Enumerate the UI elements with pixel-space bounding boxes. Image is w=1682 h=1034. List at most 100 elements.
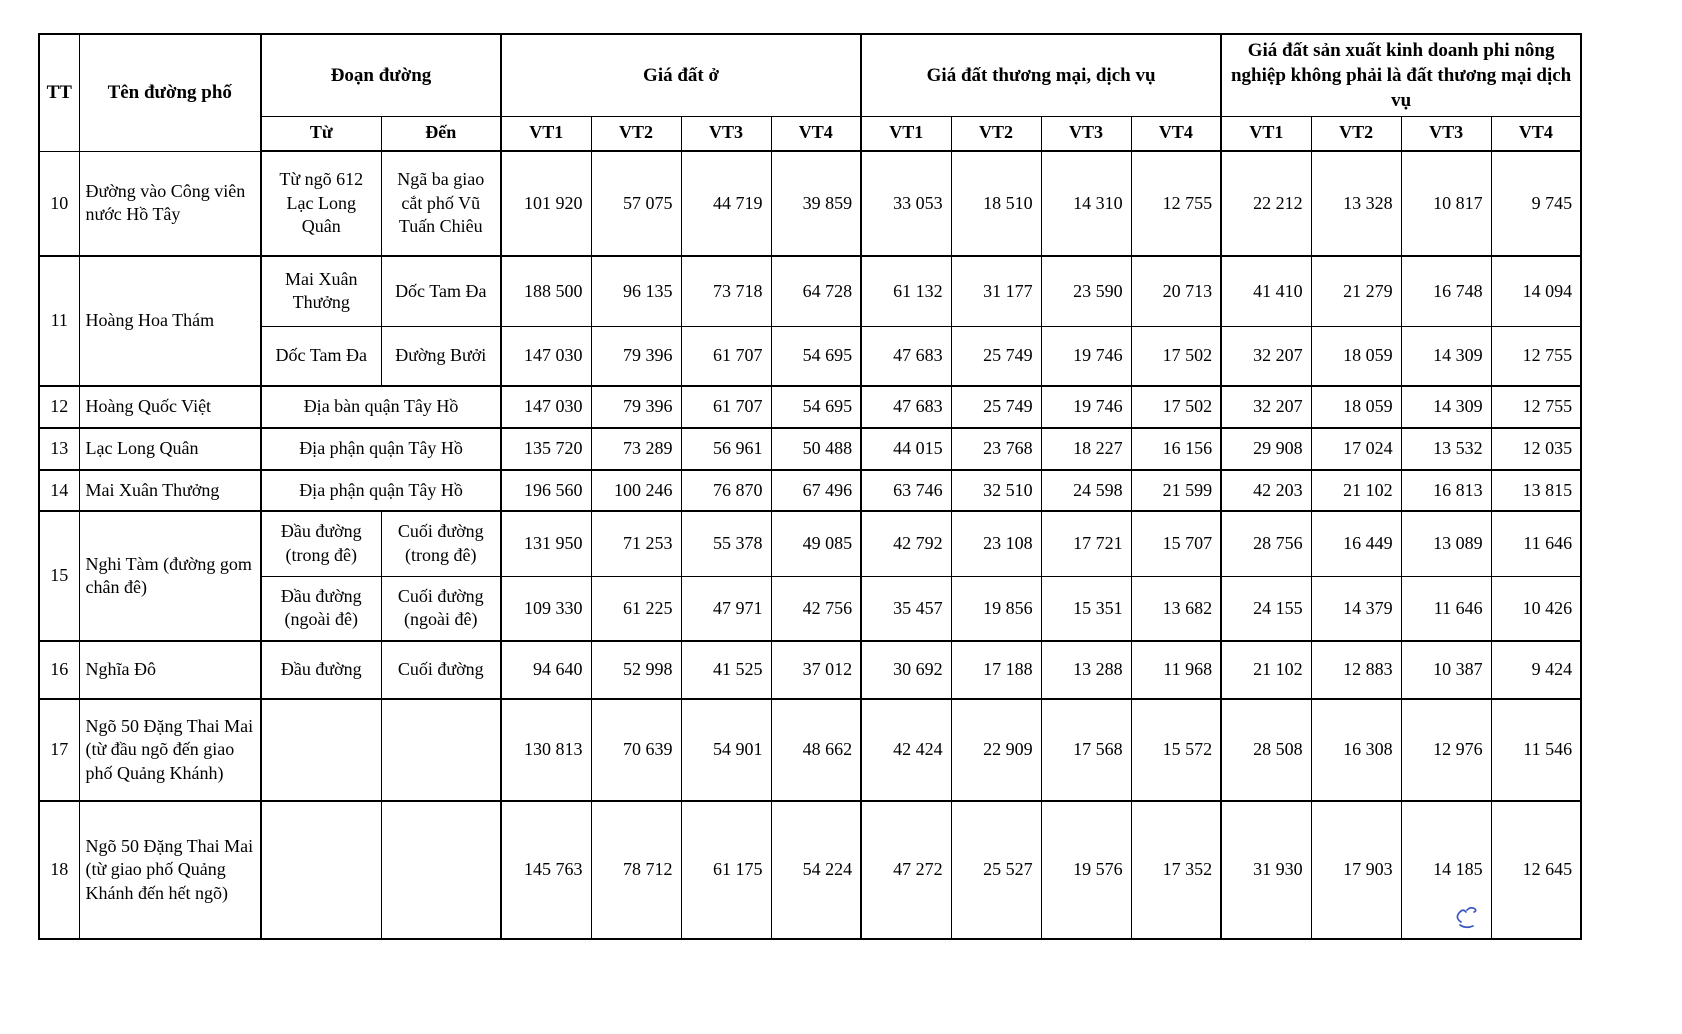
table-row: 16 Nghĩa Đô Đầu đường Cuối đường 94 640 52 99… xyxy=(38,640,1582,700)
price-value-cell: 13 089 xyxy=(1400,510,1492,577)
price-value-cell: 42 203 xyxy=(1220,469,1312,512)
price-value-cell: 14 185 xyxy=(1400,800,1492,940)
price-value-cell: 28 756 xyxy=(1220,510,1312,577)
ink-annotation-icon xyxy=(1456,906,1477,929)
price-value-cell: 13 532 xyxy=(1400,427,1492,471)
price-value-cell: 50 488 xyxy=(770,427,862,471)
price-value-cell: 54 224 xyxy=(770,800,862,940)
price-value-cell: 42 756 xyxy=(770,575,862,642)
segment-from-cell: Đầu đường xyxy=(260,640,382,700)
price-value-cell: 79 396 xyxy=(590,385,682,429)
price-value-cell: 57 075 xyxy=(590,150,682,257)
price-value-cell: 71 253 xyxy=(590,510,682,577)
price-value-cell: 47 272 xyxy=(860,800,952,940)
col-header-vt2: VT2 xyxy=(950,115,1042,152)
price-value-cell: 22 212 xyxy=(1220,150,1312,257)
street-name-cell: Lạc Long Quân xyxy=(78,427,262,471)
price-value-cell: 12 755 xyxy=(1490,385,1582,429)
price-value-cell: 24 155 xyxy=(1220,575,1312,642)
price-value-cell: 12 883 xyxy=(1310,640,1402,700)
price-value-cell: 19 746 xyxy=(1040,385,1132,429)
price-value-cell: 28 508 xyxy=(1220,698,1312,802)
price-value-cell: 47 971 xyxy=(680,575,772,642)
price-value-cell: 29 908 xyxy=(1220,427,1312,471)
segment-from-cell xyxy=(260,698,382,802)
street-name-cell: Hoàng Quốc Việt xyxy=(78,385,262,429)
price-value-cell: 16 449 xyxy=(1310,510,1402,577)
segment-merged-cell: Địa bàn quận Tây Hồ xyxy=(259,385,502,429)
table-row: 15 Nghi Tàm (đường gom chân đê) Đầu đường … xyxy=(38,510,1582,642)
price-value-cell: 135 720 xyxy=(500,427,592,471)
segment-to-cell: Ngã ba giao cắt phố Vũ Tuấn Chiêu xyxy=(380,150,502,257)
row-number-cell: 12 xyxy=(38,385,80,429)
segment-to-cell: Cuối đường (trong đê) xyxy=(380,510,502,577)
price-value-cell: 25 749 xyxy=(950,325,1042,387)
price-value-cell: 19 856 xyxy=(950,575,1042,642)
street-name-cell: Nghĩa Đô xyxy=(78,640,262,700)
table-row: 13 Lạc Long Quân Địa phận quận Tây Hồ 135 7… xyxy=(38,427,1582,471)
price-value-cell: 101 920 xyxy=(500,150,592,257)
price-value-cell: 15 572 xyxy=(1130,698,1222,802)
price-value-cell: 73 289 xyxy=(590,427,682,471)
col-header-vt1: VT1 xyxy=(860,115,952,152)
price-value-cell: 44 015 xyxy=(860,427,952,471)
price-value-cell: 63 746 xyxy=(860,469,952,512)
table-row: 18 Ngõ 50 Đặng Thai Mai (từ giao phố Quản… xyxy=(38,800,1582,940)
price-value-cell: 17 188 xyxy=(950,640,1042,700)
price-value-cell: 41 525 xyxy=(680,640,772,700)
street-name-cell: Ngõ 50 Đặng Thai Mai (từ đầu ngõ đến gia… xyxy=(78,698,262,802)
price-value-cell: 17 568 xyxy=(1040,698,1132,802)
price-value-cell: 55 378 xyxy=(680,510,772,577)
price-value-cell: 21 102 xyxy=(1220,640,1312,700)
row-number-cell: 18 xyxy=(38,800,80,940)
price-value-cell: 18 227 xyxy=(1040,427,1132,471)
col-header-vt3: VT3 xyxy=(680,115,772,152)
price-value-cell: 14 309 xyxy=(1400,325,1492,387)
price-value-cell: 32 207 xyxy=(1220,325,1312,387)
price-value-cell: 16 813 xyxy=(1400,469,1492,512)
segment-to-cell xyxy=(380,800,502,940)
table-row: 10 Đường vào Công viên nước Hồ Tây Từ ngõ … xyxy=(38,150,1582,257)
segment-merged-cell: Địa phận quận Tây Hồ xyxy=(259,427,502,471)
price-value-cell: 17 903 xyxy=(1310,800,1402,940)
price-value-cell: 23 768 xyxy=(950,427,1042,471)
price-value-cell: 13 288 xyxy=(1040,640,1132,700)
price-value-cell: 147 030 xyxy=(500,325,592,387)
table-row: 12 Hoàng Quốc Việt Địa bàn quận Tây Hồ 147 … xyxy=(38,385,1582,429)
table-row: 17 Ngõ 50 Đặng Thai Mai (từ đầu ngõ đến g… xyxy=(38,698,1582,802)
col-header-vt1: VT1 xyxy=(500,115,592,152)
segment-from-cell: Mai Xuân Thưởng xyxy=(260,255,382,327)
row-number-cell: 11 xyxy=(38,255,80,387)
table-row: 11 Hoàng Hoa Thám Mai Xuân Thưởng Dốc Tam Đ… xyxy=(38,255,1582,387)
price-value-cell: 25 527 xyxy=(950,800,1042,940)
col-header-vt4: VT4 xyxy=(1130,115,1222,152)
col-header-street: Tên đường phố xyxy=(78,33,262,152)
price-value-cell: 11 646 xyxy=(1400,575,1492,642)
col-header-vt4: VT4 xyxy=(1490,115,1582,152)
price-value-cell: 61 707 xyxy=(680,385,772,429)
price-value-cell: 56 961 xyxy=(680,427,772,471)
price-value-cell: 33 053 xyxy=(860,150,952,257)
table-body: 10 Đường vào Công viên nước Hồ Tây Từ ngõ … xyxy=(38,150,1582,940)
price-value-cell: 30 692 xyxy=(860,640,952,700)
price-value-cell: 17 502 xyxy=(1130,325,1222,387)
street-name-cell: Nghi Tàm (đường gom chân đê) xyxy=(78,510,262,642)
price-value-cell: 12 645 xyxy=(1490,800,1582,940)
segment-to-cell: Cuối đường (ngoài đê) xyxy=(380,575,502,642)
segment-from-cell: Từ ngõ 612 Lạc Long Quân xyxy=(260,150,382,257)
price-value-cell: 42 424 xyxy=(860,698,952,802)
price-value-cell: 9 424 xyxy=(1490,640,1582,700)
price-value-cell: 47 683 xyxy=(860,325,952,387)
col-header-tt: TT xyxy=(38,33,80,152)
price-value-cell: 10 426 xyxy=(1490,575,1582,642)
price-value-cell: 61 175 xyxy=(680,800,772,940)
price-value-cell: 17 024 xyxy=(1310,427,1402,471)
price-value-cell: 25 749 xyxy=(950,385,1042,429)
col-header-nonagricultural-price: Giá đất sản xuất kinh doanh phi nông ngh… xyxy=(1220,33,1582,117)
price-value-cell: 109 330 xyxy=(500,575,592,642)
price-value-cell: 16 156 xyxy=(1130,427,1222,471)
col-header-vt1: VT1 xyxy=(1220,115,1312,152)
segment-to-cell: Cuối đường xyxy=(380,640,502,700)
street-name-cell: Ngõ 50 Đặng Thai Mai (từ giao phố Quảng … xyxy=(78,800,262,940)
price-value-cell: 37 012 xyxy=(770,640,862,700)
